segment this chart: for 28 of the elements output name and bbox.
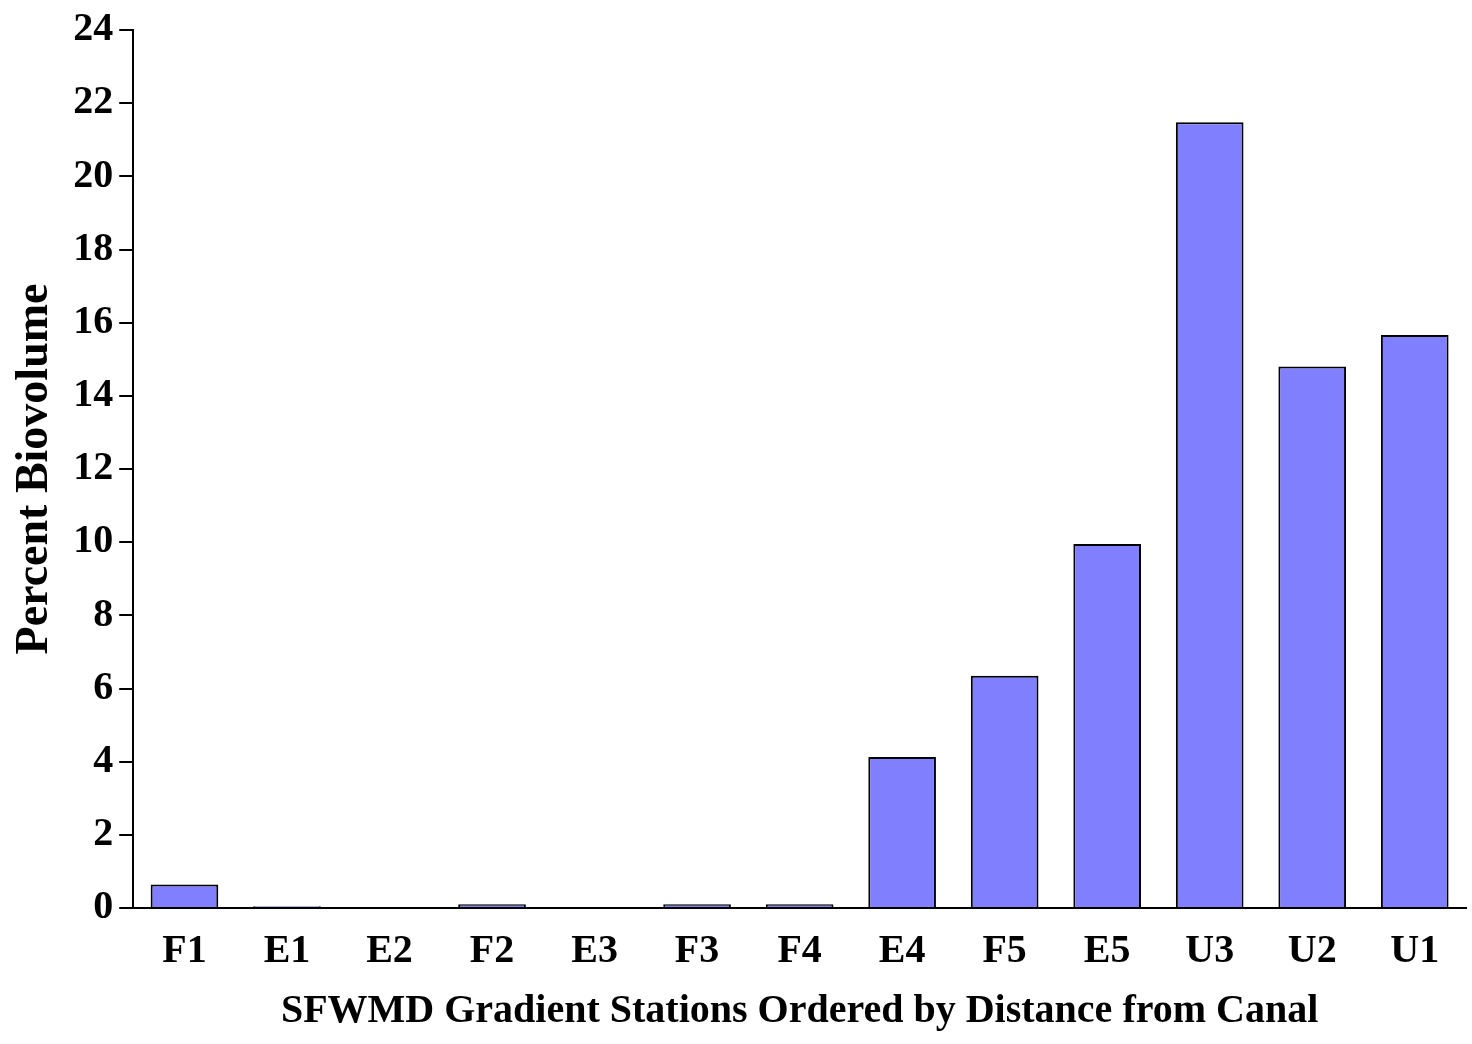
y-axis-title: Percent Biovolume [6, 283, 58, 655]
x-tick-label: E4 [878, 926, 926, 972]
x-tick-label: U2 [1287, 926, 1337, 972]
y-tick-label: 22 [73, 77, 114, 123]
x-tick-label: F5 [982, 926, 1027, 972]
x-tick-label: E1 [263, 926, 311, 972]
y-tick-label: 18 [73, 223, 114, 269]
x-tick-label: E5 [1083, 926, 1131, 972]
y-tick-label: 14 [73, 370, 114, 416]
y-tick-label: 24 [73, 4, 114, 50]
x-tick-label: F4 [777, 926, 822, 972]
y-tick-label: 8 [93, 589, 114, 635]
y-tick-label: 16 [73, 296, 114, 342]
y-tick-label: 10 [73, 516, 114, 562]
y-tick-label: 12 [73, 443, 114, 489]
y-tick-label: 6 [93, 662, 114, 708]
x-tick-label: F3 [674, 926, 720, 972]
x-tick-label: U3 [1185, 926, 1235, 972]
x-tick-label: E3 [571, 926, 618, 972]
x-axis-title: SFWMD Gradient Stations Ordered by Distance from Canal [280, 986, 1319, 1032]
x-tick-label: F1 [162, 926, 207, 972]
x-tick-label: E2 [366, 926, 413, 972]
y-tick-label: 4 [93, 735, 114, 781]
y-tick-label: 20 [73, 150, 114, 196]
y-tick-label: 0 [93, 882, 114, 928]
x-tick-label: F2 [469, 926, 515, 972]
x-tick-label: U1 [1390, 926, 1440, 972]
y-tick-label: 2 [93, 809, 114, 855]
